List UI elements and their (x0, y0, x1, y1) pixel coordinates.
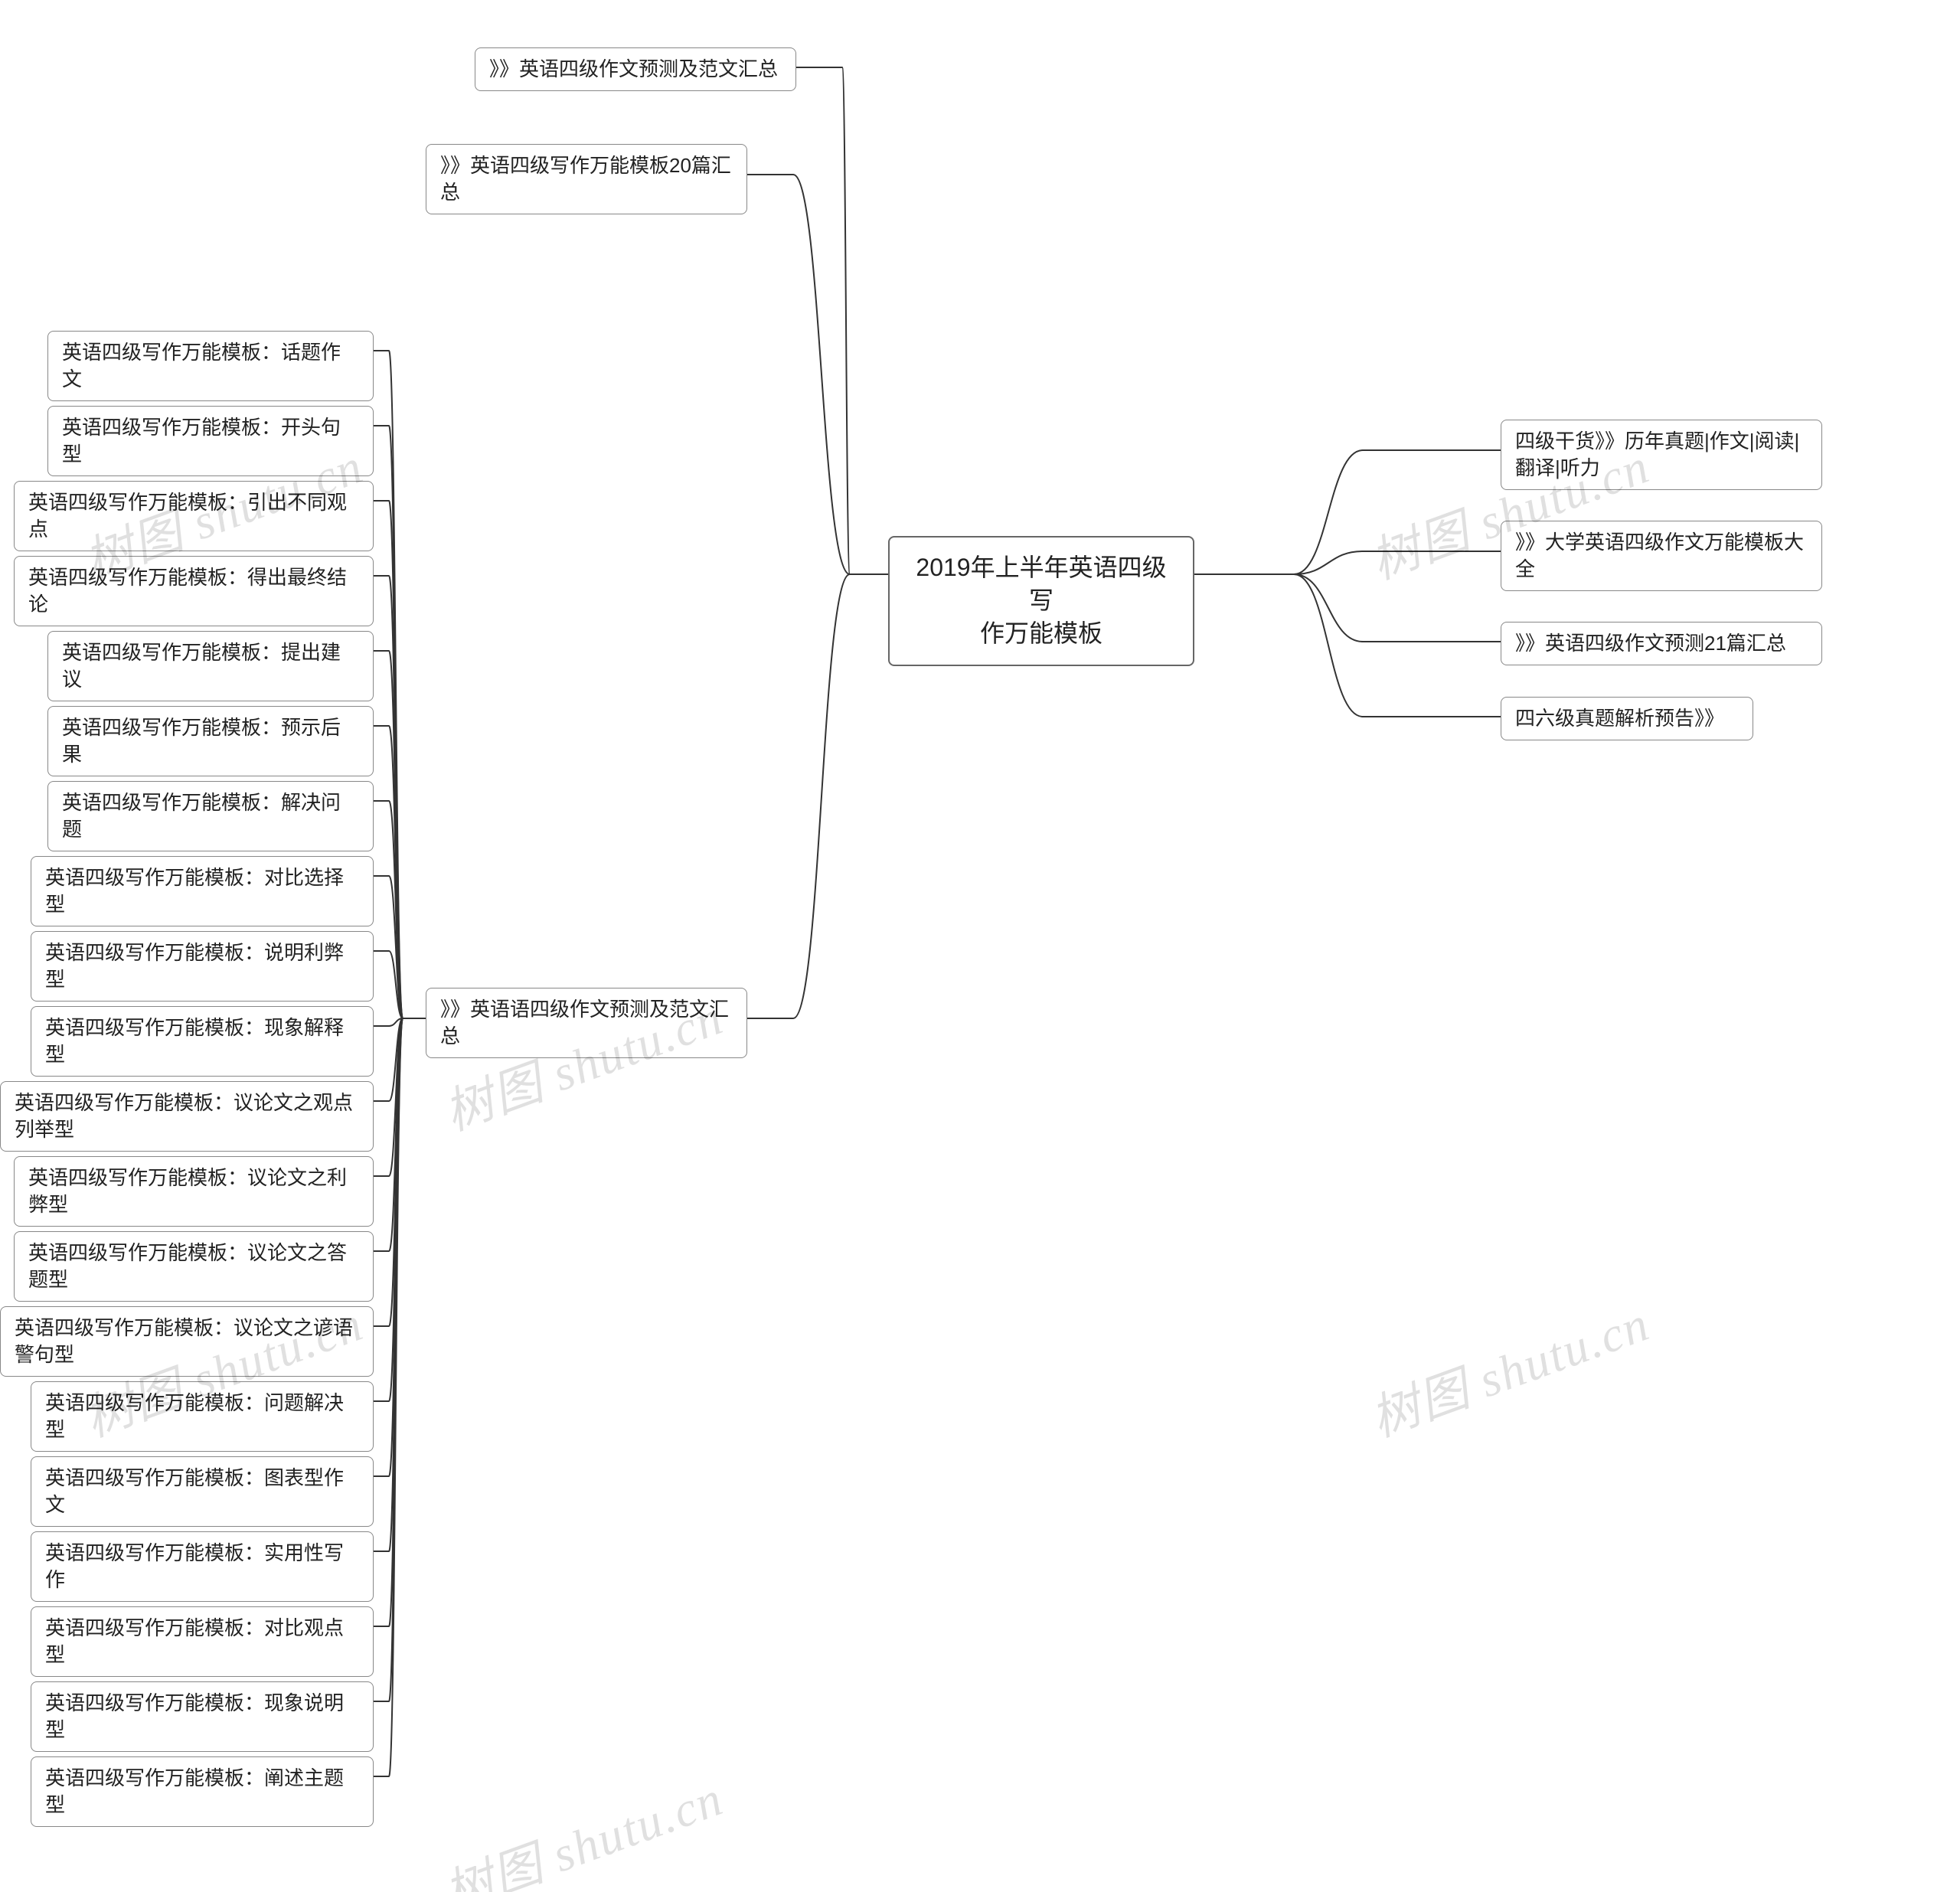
left-child-10-label: 英语四级写作万能模板：现象解释型 (45, 1016, 344, 1066)
left-child-17[interactable]: 英语四级写作万能模板：实用性写作 (31, 1531, 374, 1602)
left-child-17-label: 英语四级写作万能模板：实用性写作 (45, 1541, 344, 1591)
left-child-12[interactable]: 英语四级写作万能模板：议论文之利弊型 (14, 1156, 374, 1227)
left-child-2[interactable]: 英语四级写作万能模板：开头句型 (47, 406, 374, 476)
left-child-14[interactable]: 英语四级写作万能模板：议论文之谚语警句型 (0, 1306, 374, 1377)
central-node-label: 2019年上半年英语四级写 作万能模板 (916, 554, 1166, 647)
left-child-8[interactable]: 英语四级写作万能模板：对比选择型 (31, 856, 374, 926)
left-node-3-label: 》》英语语四级作文预测及范文汇 总 (440, 998, 729, 1047)
left-node-1[interactable]: 》》英语四级作文预测及范文汇总 (475, 47, 796, 91)
watermark-6: 树图 shutu.cn (433, 1760, 732, 1892)
left-child-14-label: 英语四级写作万能模板：议论文之谚语警句型 (15, 1316, 353, 1366)
left-child-7-label: 英语四级写作万能模板：解决问题 (62, 791, 341, 841)
left-node-2[interactable]: 》》英语四级写作万能模板20篇汇 总 (426, 144, 747, 214)
right-node-4[interactable]: 四六级真题解析预告》》 (1501, 697, 1753, 740)
left-node-2-label: 》》英语四级写作万能模板20篇汇 总 (440, 154, 731, 204)
watermark-5: 树图 shutu.cn (1360, 1285, 1658, 1451)
mindmap-canvas: 2019年上半年英语四级写 作万能模板 四级干货》》历年真题|作文|阅读| 翻译|… (0, 0, 1960, 1892)
left-child-5-label: 英语四级写作万能模板：提出建议 (62, 641, 341, 691)
left-child-11-label: 英语四级写作万能模板：议论文之观点列举型 (15, 1091, 353, 1141)
left-child-3[interactable]: 英语四级写作万能模板：引出不同观点 (14, 481, 374, 551)
right-node-2[interactable]: 》》大学英语四级作文万能模板大 全 (1501, 521, 1822, 591)
left-child-13-label: 英语四级写作万能模板：议论文之答题型 (28, 1241, 347, 1291)
left-child-18[interactable]: 英语四级写作万能模板：对比观点型 (31, 1606, 374, 1677)
left-child-12-label: 英语四级写作万能模板：议论文之利弊型 (28, 1166, 347, 1216)
left-child-20-label: 英语四级写作万能模板：阐述主题型 (45, 1766, 344, 1816)
left-child-16[interactable]: 英语四级写作万能模板：图表型作文 (31, 1456, 374, 1527)
left-child-7[interactable]: 英语四级写作万能模板：解决问题 (47, 781, 374, 851)
left-node-3[interactable]: 》》英语语四级作文预测及范文汇 总 (426, 988, 747, 1058)
left-child-20[interactable]: 英语四级写作万能模板：阐述主题型 (31, 1756, 374, 1827)
left-child-5[interactable]: 英语四级写作万能模板：提出建议 (47, 631, 374, 701)
left-child-9-label: 英语四级写作万能模板：说明利弊型 (45, 941, 344, 991)
left-child-16-label: 英语四级写作万能模板：图表型作文 (45, 1466, 344, 1516)
left-child-6[interactable]: 英语四级写作万能模板：预示后果 (47, 706, 374, 776)
right-node-3-label: 》》英语四级作文预测21篇汇总 (1515, 632, 1786, 655)
left-child-15[interactable]: 英语四级写作万能模板：问题解决型 (31, 1381, 374, 1452)
central-node[interactable]: 2019年上半年英语四级写 作万能模板 (888, 536, 1194, 666)
left-child-9[interactable]: 英语四级写作万能模板：说明利弊型 (31, 931, 374, 1002)
left-child-2-label: 英语四级写作万能模板：开头句型 (62, 416, 341, 466)
right-node-1[interactable]: 四级干货》》历年真题|作文|阅读| 翻译|听力 (1501, 420, 1822, 490)
left-child-18-label: 英语四级写作万能模板：对比观点型 (45, 1616, 344, 1666)
left-child-3-label: 英语四级写作万能模板：引出不同观点 (28, 491, 347, 541)
left-child-13[interactable]: 英语四级写作万能模板：议论文之答题型 (14, 1231, 374, 1302)
left-child-4[interactable]: 英语四级写作万能模板：得出最终结论 (14, 556, 374, 626)
left-child-19[interactable]: 英语四级写作万能模板：现象说明型 (31, 1681, 374, 1752)
right-node-3[interactable]: 》》英语四级作文预测21篇汇总 (1501, 622, 1822, 665)
right-node-4-label: 四六级真题解析预告》》 (1515, 707, 1724, 730)
right-node-1-label: 四级干货》》历年真题|作文|阅读| 翻译|听力 (1515, 430, 1799, 479)
left-child-11[interactable]: 英语四级写作万能模板：议论文之观点列举型 (0, 1081, 374, 1152)
left-child-19-label: 英语四级写作万能模板：现象说明型 (45, 1691, 344, 1741)
left-child-1-label: 英语四级写作万能模板：话题作文 (62, 341, 341, 390)
left-child-10[interactable]: 英语四级写作万能模板：现象解释型 (31, 1006, 374, 1077)
right-node-2-label: 》》大学英语四级作文万能模板大 全 (1515, 531, 1804, 580)
left-child-6-label: 英语四级写作万能模板：预示后果 (62, 716, 341, 766)
left-child-4-label: 英语四级写作万能模板：得出最终结论 (28, 566, 347, 616)
left-child-15-label: 英语四级写作万能模板：问题解决型 (45, 1391, 344, 1441)
left-child-1[interactable]: 英语四级写作万能模板：话题作文 (47, 331, 374, 401)
left-child-8-label: 英语四级写作万能模板：对比选择型 (45, 866, 344, 916)
left-node-1-label: 》》英语四级作文预测及范文汇总 (489, 57, 778, 80)
